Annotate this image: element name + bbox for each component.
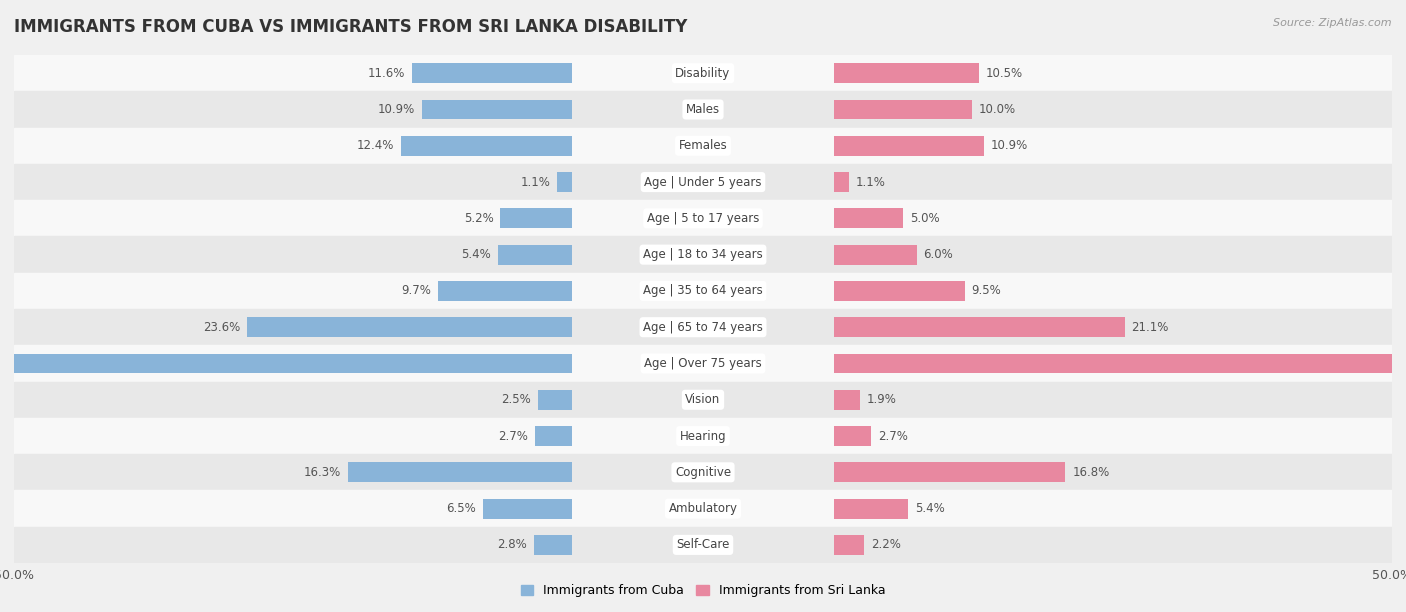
Text: Age | 18 to 34 years: Age | 18 to 34 years	[643, 248, 763, 261]
Bar	[557, 172, 572, 192]
Bar	[834, 63, 979, 83]
Bar	[834, 317, 1125, 337]
Bar	[14, 200, 1392, 236]
Text: 23.6%: 23.6%	[202, 321, 240, 334]
Bar	[14, 55, 1392, 91]
Bar	[834, 499, 908, 518]
Bar	[834, 426, 872, 446]
Text: 2.8%: 2.8%	[496, 539, 527, 551]
Bar	[439, 281, 572, 301]
Text: 6.0%: 6.0%	[924, 248, 953, 261]
Text: 2.5%: 2.5%	[501, 394, 531, 406]
Bar	[834, 281, 965, 301]
Bar	[834, 462, 1066, 482]
Text: 9.7%: 9.7%	[402, 285, 432, 297]
Text: Age | 5 to 17 years: Age | 5 to 17 years	[647, 212, 759, 225]
Bar	[834, 100, 972, 119]
Bar	[834, 208, 903, 228]
Bar	[14, 91, 1392, 128]
Text: Self-Care: Self-Care	[676, 539, 730, 551]
Bar	[482, 499, 572, 518]
Text: 2.7%: 2.7%	[877, 430, 908, 442]
Bar	[14, 164, 1392, 200]
Text: Source: ZipAtlas.com: Source: ZipAtlas.com	[1274, 18, 1392, 28]
Bar	[412, 63, 572, 83]
Bar	[14, 490, 1392, 527]
Text: Age | Under 5 years: Age | Under 5 years	[644, 176, 762, 188]
Bar	[534, 426, 572, 446]
Text: 6.5%: 6.5%	[446, 502, 475, 515]
Text: 2.7%: 2.7%	[498, 430, 529, 442]
Bar	[501, 208, 572, 228]
Text: 5.4%: 5.4%	[461, 248, 491, 261]
Text: 10.9%: 10.9%	[991, 140, 1028, 152]
Text: 1.1%: 1.1%	[520, 176, 550, 188]
Text: 16.8%: 16.8%	[1073, 466, 1109, 479]
Bar	[533, 535, 572, 555]
Bar	[834, 136, 984, 156]
Bar	[14, 236, 1392, 273]
Text: 10.0%: 10.0%	[979, 103, 1015, 116]
Text: 5.0%: 5.0%	[910, 212, 939, 225]
Bar	[0, 354, 572, 373]
Bar	[834, 535, 865, 555]
Bar	[14, 527, 1392, 563]
Bar	[14, 345, 1392, 382]
Bar	[14, 309, 1392, 345]
Text: 5.2%: 5.2%	[464, 212, 494, 225]
Text: Ambulatory: Ambulatory	[668, 502, 738, 515]
Bar	[247, 317, 572, 337]
Legend: Immigrants from Cuba, Immigrants from Sri Lanka: Immigrants from Cuba, Immigrants from Sr…	[520, 584, 886, 597]
Bar	[498, 245, 572, 264]
Bar	[347, 462, 572, 482]
Bar	[14, 128, 1392, 164]
Text: 1.9%: 1.9%	[868, 394, 897, 406]
Text: 1.1%: 1.1%	[856, 176, 886, 188]
Text: Females: Females	[679, 140, 727, 152]
Text: 21.1%: 21.1%	[1132, 321, 1168, 334]
Bar	[834, 245, 917, 264]
Text: 2.2%: 2.2%	[872, 539, 901, 551]
Text: 11.6%: 11.6%	[368, 67, 405, 80]
Text: Disability: Disability	[675, 67, 731, 80]
Text: Age | Over 75 years: Age | Over 75 years	[644, 357, 762, 370]
Bar	[834, 390, 860, 410]
Text: 10.5%: 10.5%	[986, 67, 1022, 80]
Text: 10.9%: 10.9%	[378, 103, 415, 116]
Bar	[14, 418, 1392, 454]
Text: IMMIGRANTS FROM CUBA VS IMMIGRANTS FROM SRI LANKA DISABILITY: IMMIGRANTS FROM CUBA VS IMMIGRANTS FROM …	[14, 18, 688, 36]
Text: Age | 65 to 74 years: Age | 65 to 74 years	[643, 321, 763, 334]
Text: 9.5%: 9.5%	[972, 285, 1001, 297]
Bar	[401, 136, 572, 156]
Text: 12.4%: 12.4%	[357, 140, 394, 152]
Bar	[834, 172, 849, 192]
Text: 16.3%: 16.3%	[304, 466, 340, 479]
Text: Vision: Vision	[685, 394, 721, 406]
Text: 5.4%: 5.4%	[915, 502, 945, 515]
Bar	[834, 354, 1406, 373]
Bar	[14, 454, 1392, 490]
Text: Hearing: Hearing	[679, 430, 727, 442]
Bar	[14, 273, 1392, 309]
Bar	[537, 390, 572, 410]
Bar	[14, 382, 1392, 418]
Text: Age | 35 to 64 years: Age | 35 to 64 years	[643, 285, 763, 297]
Bar	[422, 100, 572, 119]
Text: Males: Males	[686, 103, 720, 116]
Text: Cognitive: Cognitive	[675, 466, 731, 479]
